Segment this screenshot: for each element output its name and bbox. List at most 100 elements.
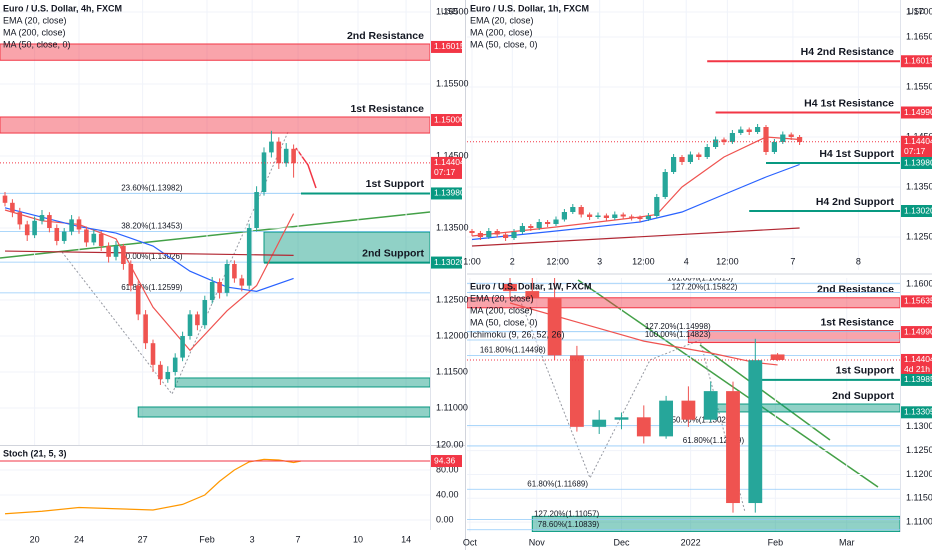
- candle-body: [69, 219, 74, 232]
- indicator-line: [4, 250, 294, 256]
- y-tick-label: 1.12500: [436, 294, 469, 304]
- candle-body: [121, 246, 126, 265]
- fib-label: 78.60%(1.10839): [538, 520, 600, 529]
- price-tag: [431, 114, 462, 127]
- candle-body: [150, 343, 156, 365]
- candle-body: [544, 222, 551, 224]
- candle-body: [503, 283, 517, 292]
- candle-body: [696, 154, 702, 157]
- y-tick-label: 1.15500: [436, 78, 469, 88]
- zone: [174, 377, 430, 388]
- fib-label: 127.20%(1.15822): [672, 283, 738, 292]
- x-tick-label: 2022: [681, 537, 701, 547]
- price-tag-label: 1.13020: [904, 205, 932, 215]
- candle-body: [165, 371, 171, 380]
- y-tick-label: 0.00: [436, 514, 454, 524]
- legend-item: MA (200, close): [470, 305, 533, 315]
- y-tick-label: 1.11000: [436, 402, 468, 412]
- candle-body: [636, 417, 651, 437]
- price-tag-label: 1.14990: [904, 107, 932, 117]
- y-tick-label: 1.12500: [906, 445, 932, 455]
- zone-label: 2nd Resistance: [817, 284, 894, 296]
- y-tick-label: 1.12000: [906, 469, 932, 479]
- candle-body: [726, 391, 740, 504]
- candle-body: [569, 355, 584, 427]
- price-tag: [431, 40, 462, 53]
- y-tick-label: 40.00: [436, 489, 459, 499]
- candle-body: [261, 152, 267, 193]
- stoch-pane: [0, 445, 430, 521]
- price-tag: [901, 205, 932, 217]
- x-tick-label: 14: [401, 534, 411, 544]
- zone: [0, 116, 430, 134]
- chart-title: Euro / U.S. Dollar, 1h, FXCM: [470, 3, 589, 13]
- price-tag: [901, 106, 932, 119]
- zone: [687, 330, 900, 344]
- legend-item: EMA (20, close): [470, 293, 534, 303]
- y-tick-label: 1.13500: [906, 181, 932, 191]
- chart-1h: H4 2nd Resistance H4 1st Resistance H4 1st…: [467, 0, 900, 270]
- candle-body: [654, 197, 660, 216]
- candle-body: [553, 219, 559, 224]
- candle-body: [84, 229, 89, 243]
- chart-title: Euro / U.S. Dollar, 4h, FXCM: [3, 3, 122, 13]
- x-tick-label: 8: [856, 256, 861, 266]
- x-tick-label: Feb: [768, 537, 784, 547]
- fib-label: 161.80%(1.14498): [480, 346, 546, 355]
- legend-item: MA (50, close, 0): [470, 317, 538, 327]
- candle-body: [659, 400, 674, 437]
- arrow: [295, 147, 317, 189]
- candle-body: [771, 142, 778, 152]
- candle-body: [547, 298, 562, 356]
- candle-body: [269, 141, 274, 153]
- price-tag-label: 1.14990: [904, 326, 932, 336]
- price-tag: [901, 135, 932, 158]
- legend-item: EMA (20, close): [3, 15, 67, 25]
- price-tag: [431, 187, 462, 200]
- x-tick-label: 12:00: [716, 256, 739, 266]
- candle-body: [637, 217, 643, 219]
- price-tag: [901, 55, 932, 68]
- x-tick-label: 1:00: [463, 256, 481, 266]
- candle-body: [113, 246, 119, 257]
- price-tag-label: 1.14404: [434, 157, 465, 167]
- price-tag: [901, 406, 932, 419]
- y-tick-label: 1.12000: [436, 330, 469, 340]
- price-tag-label: 1.15000: [434, 114, 465, 124]
- legend-item: MA (200, close): [470, 27, 533, 37]
- x-tick-label: 7: [790, 256, 795, 266]
- price-tag-label: 1.13305: [904, 407, 932, 417]
- fib-label: 50.00%(1.13026): [672, 416, 734, 425]
- price-tag-sub: 07:17: [434, 167, 456, 177]
- candle-body: [239, 278, 245, 286]
- fib-label: 61.80%(1.12599): [121, 283, 183, 292]
- candle-body: [603, 215, 610, 218]
- candle-body: [570, 207, 576, 212]
- zone: [263, 231, 430, 264]
- price-tag: [431, 455, 462, 468]
- candle-body: [276, 141, 282, 164]
- candle-body: [232, 264, 237, 279]
- candle-body: [687, 154, 694, 162]
- candle-body: [217, 282, 222, 293]
- y-tick-label: 1.17000: [906, 6, 932, 16]
- y-tick-label: 1.16500: [906, 31, 932, 41]
- candle-body: [209, 282, 215, 301]
- candle-body: [788, 134, 794, 137]
- x-tick-label: 3: [250, 534, 255, 544]
- candle-body: [729, 133, 736, 142]
- chart-4h: 2nd Resistance 1st Resistance 23.60%(1.139…: [0, 0, 430, 445]
- zone-label: 2nd Support: [832, 390, 894, 402]
- y-tick-label: 120.00: [436, 439, 464, 449]
- legend-item: MA (50, close, 0): [470, 39, 538, 49]
- zone: [531, 515, 900, 532]
- y-tick-label: 1.15500: [906, 81, 932, 91]
- candle-body: [578, 207, 584, 215]
- x-tick-label: Mar: [839, 537, 855, 547]
- price-tag-label: 1.13985: [904, 374, 932, 384]
- x-tick-label: 4: [684, 256, 689, 266]
- candle-body: [180, 335, 185, 358]
- candle-body: [704, 147, 710, 157]
- candle-body: [712, 139, 719, 147]
- candle-body: [39, 215, 45, 221]
